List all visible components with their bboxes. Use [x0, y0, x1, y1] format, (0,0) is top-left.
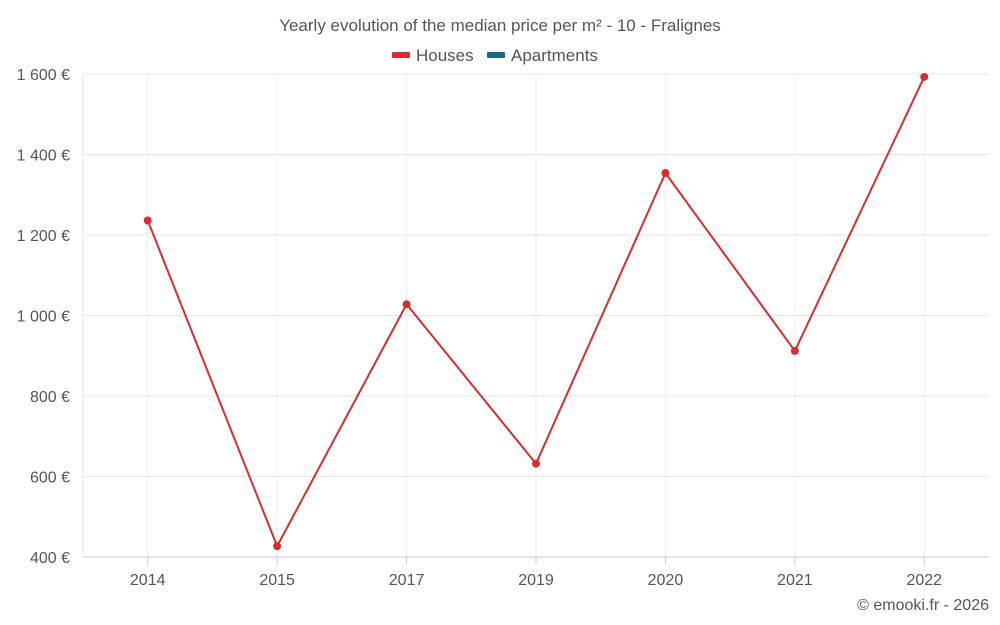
x-tick-label: 2022 [906, 572, 942, 589]
legend-label-houses: Houses [416, 46, 474, 65]
legend-swatch-apartments [487, 52, 505, 58]
x-axis: 2014 2015 2017 2019 2020 2021 2022 [83, 556, 989, 589]
series-layer [143, 72, 929, 551]
y-tick-label: 1 600 € [17, 67, 70, 84]
y-tick-label: 1 000 € [17, 309, 70, 326]
data-point-houses-2020 [661, 169, 670, 178]
x-tick-label: 2021 [777, 572, 813, 589]
gridlines [82, 73, 989, 557]
legend-item-apartments[interactable]: Apartments [487, 46, 598, 65]
x-tick-label: 2015 [259, 572, 295, 589]
x-tick-label: 2017 [389, 572, 425, 589]
x-tick-label: 2014 [130, 572, 166, 589]
legend: Houses Apartments [392, 46, 598, 65]
legend-item-houses[interactable]: Houses [392, 46, 474, 65]
chart-title: Yearly evolution of the median price per… [279, 16, 721, 35]
x-tick-label: 2019 [518, 572, 554, 589]
y-tick-label: 400 € [30, 550, 70, 567]
data-point-houses-2017 [402, 300, 411, 309]
y-tick-label: 600 € [30, 470, 70, 487]
x-tick-label: 2020 [648, 572, 684, 589]
data-point-houses-2022 [920, 72, 929, 81]
y-axis: 400 € 600 € 800 € 1 000 € 1 200 € 1 400 € 1 60… [17, 67, 70, 567]
data-point-houses-2014 [143, 216, 152, 225]
y-tick-label: 1 400 € [17, 148, 70, 165]
legend-label-apartments: Apartments [511, 46, 598, 65]
y-tick-label: 1 200 € [17, 228, 70, 245]
data-point-houses-2015 [273, 542, 282, 551]
data-point-houses-2021 [790, 346, 799, 355]
data-point-houses-2019 [532, 459, 540, 468]
credit-text: © emooki.fr - 2026 [857, 597, 989, 614]
legend-swatch-houses [392, 52, 410, 58]
y-tick-label: 800 € [30, 389, 70, 406]
